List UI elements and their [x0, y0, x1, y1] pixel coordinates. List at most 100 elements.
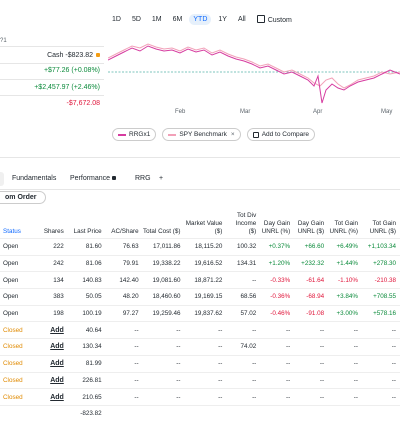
- tab-rrg[interactable]: RRG: [135, 175, 151, 182]
- timeframe-1y[interactable]: 1Y: [218, 16, 227, 23]
- table-cell: -210.38: [362, 271, 400, 289]
- tab-performance[interactable]: Performance: [70, 175, 117, 182]
- table-cell: +1.20%: [260, 254, 295, 272]
- table-cell: [142, 404, 185, 422]
- status-cell: Open: [0, 271, 37, 289]
- col-tot-gain-pct[interactable]: Tot Gain UNRL (%): [329, 220, 358, 235]
- table-row[interactable]: Closed Add 210.65 -- -- -- -- -- -- -- --: [0, 388, 400, 406]
- table-cell: +708.55: [362, 288, 400, 306]
- legend-series-rrg[interactable]: RRGx1: [112, 128, 157, 141]
- timeframe-1m[interactable]: 1M: [151, 16, 162, 23]
- timeframe-ytd[interactable]: YTD: [189, 14, 212, 25]
- add-shares-link[interactable]: Add: [50, 376, 64, 384]
- add-shares-link[interactable]: Add: [50, 326, 64, 334]
- add-shares-link[interactable]: Add: [50, 393, 64, 401]
- table-cell: [36, 404, 68, 422]
- timeframe-1d[interactable]: 1D: [112, 16, 121, 23]
- table-cell: [184, 404, 227, 422]
- timeframe-all[interactable]: All: [237, 16, 246, 23]
- tab-fundamentals[interactable]: Fundamentals: [12, 175, 57, 182]
- legend-series-spy[interactable]: SPY Benchmark ×: [162, 128, 241, 141]
- table-cell: --: [226, 321, 261, 339]
- status-cell: Closed: [0, 354, 37, 372]
- table-cell: 222: [36, 238, 68, 256]
- table-cell: +3.00%: [328, 304, 362, 322]
- table-cell: -0.33%: [260, 271, 295, 289]
- cash-row: Cash -$823.82: [0, 52, 100, 59]
- table-cell: +3.84%: [328, 288, 362, 306]
- table-cell: 142.40: [105, 271, 143, 289]
- close-icon[interactable]: ×: [230, 131, 235, 138]
- table-row[interactable]: Closed Add 130.34 -- -- -- 74.02 -- -- -- --: [0, 338, 400, 356]
- col-status[interactable]: Status: [3, 228, 21, 235]
- table-cell: +278.30: [362, 254, 400, 272]
- table-row[interactable]: Open 383 50.05 48.20 18,460.60 19,169.15 68.56…: [0, 288, 400, 306]
- table-cell: --: [294, 354, 329, 372]
- table-cell: --: [294, 321, 329, 339]
- status-cell: Open: [0, 254, 37, 272]
- table-cell: --: [105, 371, 143, 389]
- table-cell: -68.94: [294, 288, 329, 306]
- table-row[interactable]: Closed Add 226.81 -- -- -- -- -- -- -- --: [0, 371, 400, 389]
- series-color-swatch: [118, 133, 126, 136]
- table-cell: --: [294, 388, 329, 406]
- col-ac-share[interactable]: AC/Share: [111, 228, 139, 235]
- table-row[interactable]: Open 134 140.83 142.40 19,081.60 18,871.22 -- -…: [0, 271, 400, 289]
- col-tot-div-income[interactable]: Tot Div Income ($): [235, 212, 257, 235]
- table-cell: --: [260, 388, 295, 406]
- calendar-icon: [256, 15, 265, 23]
- table-cell: 19,259.46: [142, 304, 185, 322]
- table-cell: 18,871.22: [184, 271, 227, 289]
- table-row[interactable]: Open 242 81.06 79.91 19,338.22 19,616.52 134.3…: [0, 254, 400, 272]
- status-cell: Open: [0, 304, 37, 322]
- summary-fragment: ?1: [0, 38, 7, 44]
- table-cell: --: [226, 271, 261, 289]
- performance-chart[interactable]: [108, 28, 400, 120]
- table-row[interactable]: Open 198 100.19 97.27 19,259.46 19,837.62 57.0…: [0, 304, 400, 322]
- add-shares-link[interactable]: Add: [50, 360, 64, 368]
- table-header-row: Status Shares Last Price AC/Share Total …: [0, 212, 400, 239]
- table-cell: 134: [36, 271, 68, 289]
- table-row[interactable]: Closed Add 81.99 -- -- -- -- -- -- -- --: [0, 354, 400, 372]
- timeframe-6m[interactable]: 6M: [172, 16, 183, 23]
- add-to-compare-button[interactable]: Add to Compare: [246, 128, 316, 141]
- table-cell: 198: [36, 304, 68, 322]
- table-cell: -61.64: [294, 271, 329, 289]
- custom-range-button[interactable]: Custom: [256, 15, 292, 24]
- table-cell: --: [260, 354, 295, 372]
- table-cell: -0.36%: [260, 288, 295, 306]
- custom-order-button[interactable]: om Order: [0, 191, 46, 204]
- table-cell: [328, 404, 362, 422]
- table-cell: 81.99: [67, 354, 106, 372]
- col-last-price[interactable]: Last Price: [73, 228, 102, 235]
- table-cell: [226, 404, 261, 422]
- lock-icon: [112, 176, 117, 180]
- table-cell: --: [260, 371, 295, 389]
- table-cell: 50.05: [67, 288, 106, 306]
- table-row[interactable]: Open 222 81.60 76.63 17,011.86 18,115.20 100.3…: [0, 238, 400, 256]
- add-tab-button[interactable]: +: [159, 175, 164, 182]
- col-market-value[interactable]: Market Value ($): [185, 220, 223, 235]
- col-day-gain-pct[interactable]: Day Gain UNRL (%): [261, 220, 291, 235]
- day-gain-value: +$77.26 (+0.08%): [43, 67, 100, 74]
- timeframe-5d[interactable]: 5D: [131, 16, 141, 23]
- table-cell: 48.20: [105, 288, 143, 306]
- status-cell: Closed: [0, 388, 37, 406]
- table-cell: --: [328, 388, 362, 406]
- table-cell: +1,103.34: [362, 238, 400, 256]
- status-cell: Closed: [0, 338, 37, 356]
- add-shares-link[interactable]: Add: [50, 343, 64, 351]
- x-label-apr: Apr: [313, 109, 323, 115]
- col-tot-gain-usd[interactable]: Tot Gain UNRL ($): [369, 220, 396, 235]
- col-total-cost[interactable]: Total Cost ($): [143, 228, 181, 235]
- col-shares[interactable]: Shares: [43, 228, 64, 235]
- table-cell: 383: [36, 288, 68, 306]
- table-row[interactable]: Closed Add 40.64 -- -- -- -- -- -- -- --: [0, 321, 400, 339]
- col-day-gain-usd[interactable]: Day Gain UNRL ($): [297, 220, 325, 235]
- table-row[interactable]: -823.82: [0, 404, 400, 422]
- table-cell: --: [226, 371, 261, 389]
- table-cell: Add: [36, 388, 68, 406]
- table-cell: 242: [36, 254, 68, 272]
- table-cell: --: [142, 388, 185, 406]
- table-cell: +6.49%: [328, 238, 362, 256]
